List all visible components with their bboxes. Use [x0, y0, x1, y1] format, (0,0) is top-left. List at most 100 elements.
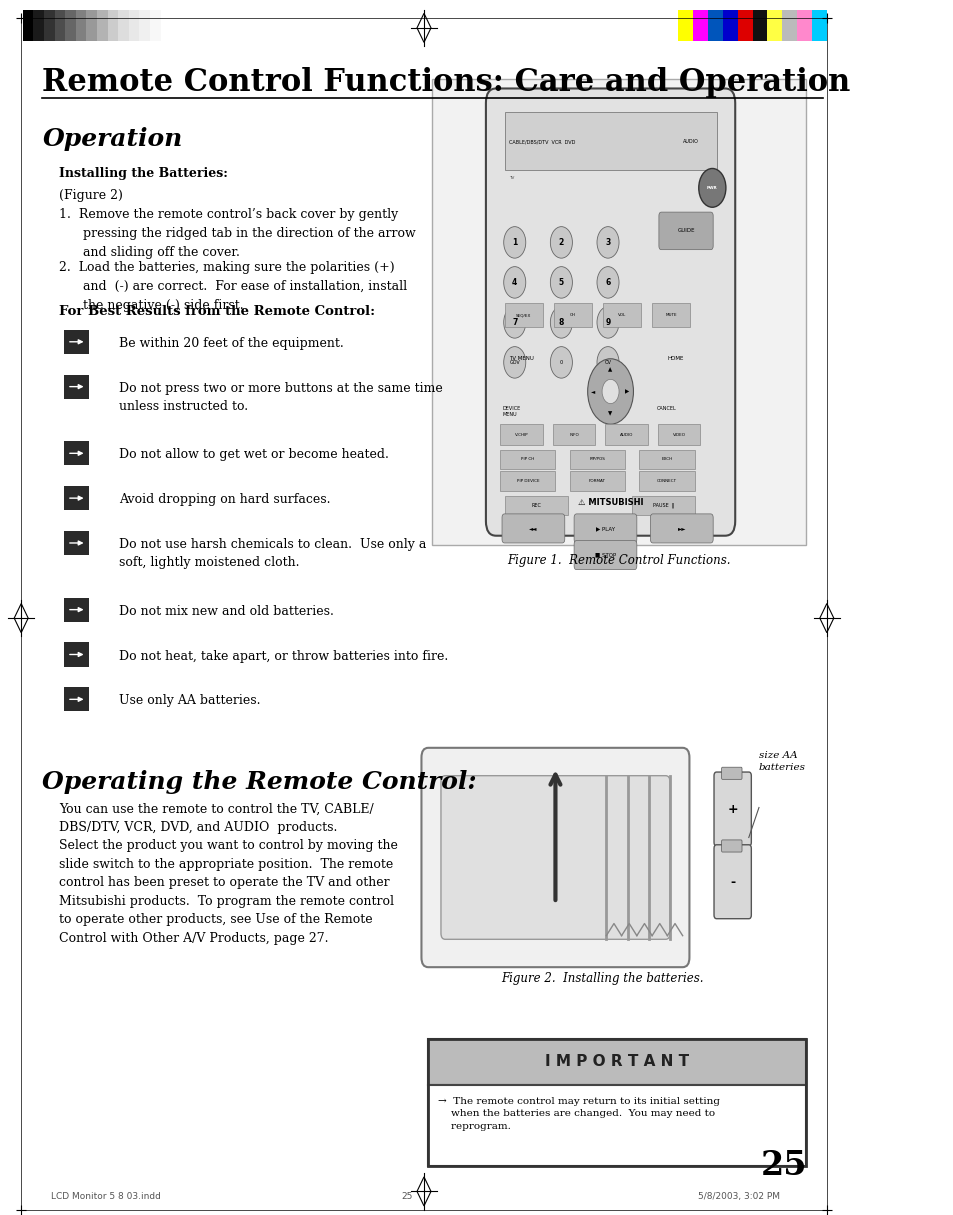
- Text: 7: 7: [512, 318, 517, 327]
- Text: Operation: Operation: [42, 128, 182, 151]
- Text: 5/8/2003, 3:02 PM: 5/8/2003, 3:02 PM: [698, 1192, 780, 1202]
- FancyBboxPatch shape: [499, 450, 555, 469]
- Circle shape: [597, 346, 618, 378]
- Bar: [707, 10, 722, 41]
- Text: ■ STOP: ■ STOP: [595, 553, 616, 558]
- Bar: [150, 10, 160, 41]
- Text: ►►: ►►: [677, 526, 685, 531]
- FancyBboxPatch shape: [501, 514, 564, 543]
- Text: Be within 20 feet of the equipment.: Be within 20 feet of the equipment.: [118, 337, 343, 350]
- Circle shape: [550, 227, 572, 258]
- Text: You can use the remote to control the TV, CABLE/
DBS/DTV, VCR, DVD, and AUDIO  p: You can use the remote to control the TV…: [59, 802, 397, 945]
- Text: Figure 1.  Remote Control Functions.: Figure 1. Remote Control Functions.: [507, 554, 730, 567]
- Bar: [44, 10, 54, 41]
- Bar: [108, 10, 118, 41]
- Text: 25: 25: [401, 1192, 413, 1202]
- Text: Do not use harsh chemicals to clean.  Use only a
soft, lightly moistened cloth.: Do not use harsh chemicals to clean. Use…: [118, 538, 426, 569]
- FancyBboxPatch shape: [504, 112, 716, 170]
- Text: FORMAT: FORMAT: [588, 479, 605, 484]
- FancyBboxPatch shape: [499, 471, 555, 491]
- FancyBboxPatch shape: [504, 496, 568, 515]
- Circle shape: [550, 266, 572, 298]
- Text: ▲: ▲: [608, 367, 612, 372]
- Text: +: +: [726, 803, 738, 816]
- Text: GUIDE: GUIDE: [677, 227, 694, 233]
- FancyBboxPatch shape: [658, 424, 700, 445]
- Circle shape: [597, 266, 618, 298]
- Text: EXCH: EXCH: [660, 457, 672, 462]
- Text: REC: REC: [531, 503, 540, 508]
- Text: CONNECT: CONNECT: [657, 479, 677, 484]
- Bar: [65, 10, 76, 41]
- Text: Figure 2.  Installing the batteries.: Figure 2. Installing the batteries.: [500, 972, 702, 985]
- Text: SEQ/EX: SEQ/EX: [516, 313, 531, 317]
- Text: VIDEO: VIDEO: [672, 433, 685, 436]
- Text: 0: 0: [559, 360, 562, 364]
- Bar: [797, 10, 811, 41]
- Text: TV: TV: [508, 176, 514, 180]
- Text: 9: 9: [605, 318, 610, 327]
- FancyBboxPatch shape: [553, 424, 595, 445]
- Text: ⚠ MITSUBISHI: ⚠ MITSUBISHI: [578, 498, 642, 507]
- Text: Do not mix new and old batteries.: Do not mix new and old batteries.: [118, 605, 334, 617]
- Text: HOME: HOME: [667, 356, 683, 361]
- Text: Installing the Batteries:: Installing the Batteries:: [59, 168, 228, 180]
- Circle shape: [587, 358, 633, 424]
- Text: AUDIO: AUDIO: [682, 140, 698, 145]
- FancyBboxPatch shape: [713, 772, 751, 846]
- Bar: [160, 10, 172, 41]
- Text: ▶: ▶: [625, 389, 629, 394]
- FancyBboxPatch shape: [64, 441, 89, 465]
- FancyBboxPatch shape: [631, 496, 695, 515]
- Text: DEVICE
MENU: DEVICE MENU: [502, 406, 520, 417]
- FancyBboxPatch shape: [440, 775, 669, 939]
- Circle shape: [503, 227, 525, 258]
- FancyBboxPatch shape: [64, 329, 89, 354]
- Bar: [97, 10, 108, 41]
- Text: OV: OV: [604, 360, 611, 364]
- Circle shape: [550, 346, 572, 378]
- Bar: [118, 10, 129, 41]
- Bar: [87, 10, 97, 41]
- Text: AUDIO: AUDIO: [619, 433, 633, 436]
- Text: 1.  Remove the remote control’s back cover by gently
      pressing the ridged t: 1. Remove the remote control’s back cove…: [59, 209, 416, 260]
- FancyBboxPatch shape: [432, 79, 804, 546]
- Bar: [139, 10, 150, 41]
- FancyBboxPatch shape: [720, 840, 741, 852]
- FancyBboxPatch shape: [650, 514, 713, 543]
- Text: PWR: PWR: [706, 186, 717, 190]
- Text: 5: 5: [558, 278, 563, 287]
- Text: ▶ PLAY: ▶ PLAY: [596, 526, 615, 531]
- Text: PIP CH: PIP CH: [520, 457, 534, 462]
- FancyBboxPatch shape: [421, 747, 689, 967]
- Circle shape: [503, 266, 525, 298]
- Bar: [129, 10, 139, 41]
- FancyBboxPatch shape: [720, 767, 741, 779]
- Bar: [722, 10, 737, 41]
- Text: ◄: ◄: [591, 389, 595, 394]
- Bar: [811, 10, 826, 41]
- FancyBboxPatch shape: [569, 471, 624, 491]
- Text: →  The remote control may return to its initial setting
    when the batteries a: → The remote control may return to its i…: [438, 1097, 720, 1131]
- Text: CANCEL: CANCEL: [657, 406, 677, 411]
- Text: Do not heat, take apart, or throw batteries into fire.: Do not heat, take apart, or throw batter…: [118, 650, 448, 662]
- Text: Remote Control Functions: Care and Operation: Remote Control Functions: Care and Opera…: [42, 67, 850, 97]
- FancyBboxPatch shape: [574, 541, 637, 570]
- FancyBboxPatch shape: [504, 303, 542, 327]
- Text: Operating the Remote Control:: Operating the Remote Control:: [42, 769, 477, 793]
- FancyBboxPatch shape: [64, 688, 89, 712]
- Text: PIP/POS: PIP/POS: [589, 457, 605, 462]
- FancyBboxPatch shape: [64, 598, 89, 622]
- Text: VOL: VOL: [618, 313, 625, 317]
- Text: 6: 6: [605, 278, 610, 287]
- Text: LCD Monitor 5 8 03.indd: LCD Monitor 5 8 03.indd: [51, 1192, 161, 1202]
- Bar: [693, 10, 707, 41]
- FancyBboxPatch shape: [428, 1085, 804, 1166]
- Text: ◄◄: ◄◄: [529, 526, 537, 531]
- FancyBboxPatch shape: [499, 424, 542, 445]
- Circle shape: [503, 346, 525, 378]
- Text: GOV: GOV: [509, 360, 519, 364]
- Text: Do not allow to get wet or become heated.: Do not allow to get wet or become heated…: [118, 448, 388, 462]
- Text: 3: 3: [605, 238, 610, 247]
- Circle shape: [601, 379, 618, 403]
